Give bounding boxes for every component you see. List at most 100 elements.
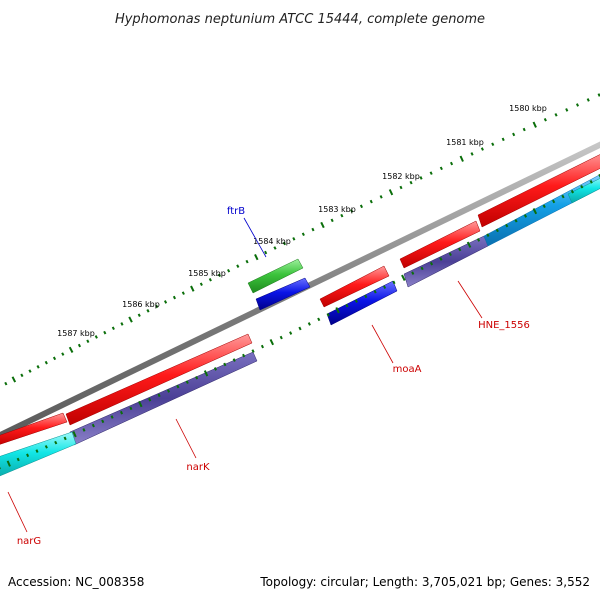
outer-major-tick (459, 155, 464, 162)
leader-line-ftrB (243, 217, 267, 258)
outer-minor-tick (330, 218, 334, 223)
gene-feature-ftrB-green (247, 258, 304, 294)
outer-major-tick (320, 221, 325, 229)
outer-major-tick (190, 285, 195, 292)
inner-minor-tick (307, 322, 311, 326)
tick-label-1586: 1586 kbp (122, 300, 160, 309)
outer-minor-tick (311, 227, 315, 232)
gene-label-moaA: moaA (393, 364, 422, 375)
tick-label-1587: 1587 kbp (57, 329, 95, 338)
gene-feature-moaA-blue (326, 280, 398, 326)
inner-minor-tick (129, 406, 133, 411)
inner-minor-tick (91, 423, 95, 428)
leader-line-narG (7, 491, 28, 533)
inner-major-tick (532, 208, 538, 215)
tick-label-1583: 1583 kbp (318, 205, 356, 214)
inner-minor-tick (326, 313, 330, 317)
inner-minor-tick (420, 266, 424, 271)
inner-minor-tick (213, 367, 218, 371)
inner-minor-tick (157, 393, 161, 398)
outer-minor-tick (264, 250, 268, 255)
outer-major-tick (11, 376, 17, 383)
leader-line-1556 (457, 280, 483, 319)
outer-minor-tick (199, 282, 203, 286)
inner-major-tick (401, 274, 406, 281)
inner-minor-tick (260, 344, 265, 349)
outer-minor-tick (172, 295, 177, 300)
inner-minor-tick (110, 415, 114, 419)
inner-minor-tick (580, 184, 584, 189)
outer-minor-tick (554, 113, 558, 117)
outer-major-tick (254, 253, 259, 261)
gene-label-narK: narK (186, 462, 210, 473)
outer-minor-tick (359, 204, 364, 209)
inner-minor-tick (392, 280, 396, 285)
inner-minor-tick (345, 303, 349, 308)
inner-minor-tick (364, 294, 368, 299)
outer-minor-tick (103, 330, 107, 335)
inner-minor-tick (26, 453, 30, 458)
outer-minor-tick (111, 326, 115, 331)
tick-label-1585: 1585 kbp (188, 269, 226, 278)
outer-minor-tick (522, 127, 526, 132)
gene-feature-narK-purple (69, 351, 258, 446)
gene-label-HNE_1556: HNE_1556 (478, 320, 530, 331)
genome-summary-text: Topology: circular; Length: 3,705,021 bp… (259, 575, 590, 589)
outer-minor-tick (137, 313, 141, 317)
outer-minor-tick (146, 309, 150, 313)
outer-minor-tick (4, 381, 8, 386)
inner-minor-tick (458, 247, 462, 252)
inner-minor-tick (44, 445, 48, 449)
outer-minor-tick (61, 352, 65, 356)
gene-label-ftrB: ftrB (227, 206, 245, 217)
outer-minor-tick (273, 246, 277, 250)
inner-minor-tick (82, 428, 86, 432)
outer-minor-tick (28, 369, 32, 373)
inner-minor-tick (505, 223, 509, 228)
inner-minor-tick (317, 317, 321, 322)
outer-minor-tick (86, 339, 90, 344)
outer-tick-track (4, 93, 600, 386)
outer-major-tick (68, 346, 74, 353)
outer-minor-tick (94, 335, 98, 339)
outer-minor-tick (480, 147, 484, 151)
tick-label-1584: 1584 kbp (253, 237, 291, 246)
inner-minor-tick (523, 214, 528, 218)
inner-minor-tick (439, 257, 443, 261)
inner-minor-tick (101, 419, 105, 424)
tick-label-1582: 1582 kbp (382, 172, 420, 181)
inner-major-tick (335, 307, 340, 314)
inner-minor-tick (411, 271, 415, 275)
inner-minor-tick (119, 410, 124, 415)
outer-minor-tick (470, 152, 474, 156)
outer-minor-tick (77, 343, 82, 348)
inner-tick-track (0, 173, 600, 470)
inner-minor-tick (148, 397, 152, 402)
gene-feature-moaA-red (319, 265, 390, 308)
gene-feature-edge-cyan (567, 178, 600, 204)
map-title: Hyphomonas neptunium ATCC 15444, complet… (115, 12, 485, 27)
gene-feature-ftrB-blue (255, 277, 311, 311)
inner-minor-tick (298, 326, 302, 331)
outer-minor-tick (163, 300, 168, 304)
outer-minor-tick (369, 199, 373, 204)
inner-minor-tick (185, 380, 189, 384)
leader-line-narK (175, 418, 197, 459)
gene-label-narG: narG (17, 536, 41, 547)
gene-feature-narK-region-red (65, 333, 253, 426)
inner-major-tick (138, 400, 143, 408)
inner-major-tick (203, 370, 209, 377)
outer-major-tick (388, 189, 394, 196)
inner-minor-tick (176, 384, 180, 389)
outer-minor-tick (20, 373, 24, 378)
outer-minor-tick (409, 180, 413, 185)
inner-minor-tick (373, 289, 377, 294)
inner-minor-tick (354, 299, 358, 303)
inner-minor-tick (589, 180, 593, 184)
outer-minor-tick (340, 213, 344, 218)
outer-minor-tick (419, 176, 423, 180)
outer-major-tick (532, 121, 537, 128)
outer-minor-tick (301, 232, 305, 237)
inner-major-tick (466, 241, 472, 248)
inner-minor-tick (195, 375, 199, 380)
